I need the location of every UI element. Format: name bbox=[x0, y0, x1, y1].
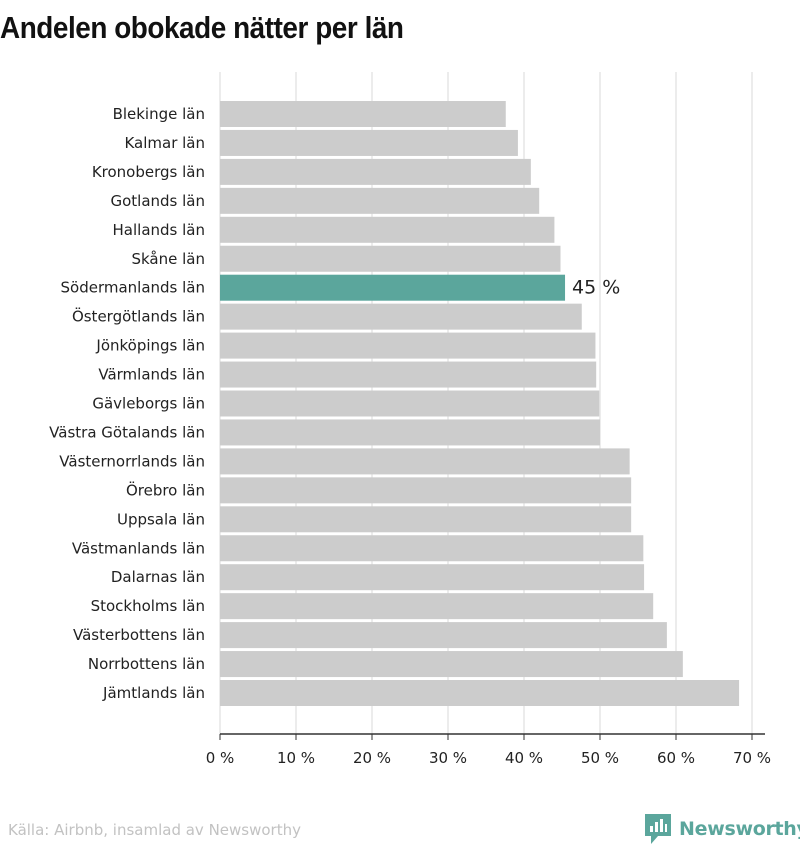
bar bbox=[220, 332, 596, 359]
bar-chart: Blekinge län Kalmar län Kronobergs län Gotl… bbox=[49, 72, 771, 767]
category-label: Jämtlands län bbox=[102, 684, 205, 702]
bar bbox=[220, 390, 600, 417]
x-tick-label: 20 % bbox=[353, 749, 391, 767]
category-label: Uppsala län bbox=[117, 510, 205, 528]
x-tick-label: 10 % bbox=[277, 749, 315, 767]
x-tick-label: 30 % bbox=[429, 749, 467, 767]
category-label: Södermanlands län bbox=[61, 279, 206, 297]
category-label: Västra Götalands län bbox=[49, 423, 205, 441]
bar bbox=[220, 622, 667, 649]
data-labels: 45 % bbox=[572, 277, 620, 299]
category-label: Kronobergs län bbox=[92, 163, 205, 181]
category-label: Skåne län bbox=[131, 250, 205, 268]
bar bbox=[220, 448, 630, 475]
category-label: Blekinge län bbox=[113, 105, 205, 123]
bar bbox=[220, 506, 632, 533]
bar bbox=[220, 158, 531, 185]
category-label: Stockholms län bbox=[91, 597, 205, 615]
category-label: Gävleborgs län bbox=[92, 395, 205, 413]
source-note: Källa: Airbnb, insamlad av Newsworthy bbox=[8, 821, 301, 839]
bar bbox=[220, 216, 555, 243]
brand-name: Newsworthy bbox=[679, 818, 800, 840]
x-tick-label: 70 % bbox=[733, 749, 771, 767]
x-tick-label: 0 % bbox=[206, 749, 235, 767]
data-label: 45 % bbox=[572, 277, 620, 299]
category-label: Jönköpings län bbox=[95, 337, 205, 355]
bar bbox=[220, 419, 600, 446]
bar bbox=[220, 535, 644, 562]
category-label: Gotlands län bbox=[110, 192, 205, 210]
x-axis: 0 % 10 % 20 % 30 % 40 % 50 % 60 % 70 % bbox=[206, 733, 771, 767]
bars bbox=[220, 101, 740, 706]
bar bbox=[220, 101, 506, 127]
category-label: Hallands län bbox=[113, 221, 205, 239]
category-label: Västernorrlands län bbox=[59, 452, 205, 470]
bar bbox=[220, 564, 645, 591]
category-label: Västmanlands län bbox=[72, 539, 205, 557]
bar bbox=[220, 245, 561, 272]
chart-title: Andelen obokade nätter per län bbox=[0, 10, 404, 45]
bar bbox=[220, 477, 632, 504]
category-label: Norrbottens län bbox=[88, 655, 205, 673]
newsworthy-logo-icon bbox=[645, 814, 671, 844]
bar bbox=[220, 651, 683, 678]
category-label: Örebro län bbox=[126, 480, 205, 499]
bar bbox=[220, 187, 540, 214]
bar bbox=[220, 361, 597, 388]
category-label: Värmlands län bbox=[98, 366, 205, 384]
category-label: Västerbottens län bbox=[73, 626, 205, 644]
bar bbox=[220, 274, 566, 301]
bar bbox=[220, 593, 654, 620]
bar bbox=[220, 680, 740, 706]
category-label: Kalmar län bbox=[124, 134, 205, 152]
category-labels: Blekinge län Kalmar län Kronobergs län Gotl… bbox=[49, 105, 205, 702]
x-tick-label: 40 % bbox=[505, 749, 543, 767]
bar bbox=[220, 303, 582, 330]
bar bbox=[220, 129, 518, 156]
x-tick-label: 60 % bbox=[657, 749, 695, 767]
category-label: Östergötlands län bbox=[72, 307, 205, 326]
brand-logo[interactable]: Newsworthy bbox=[645, 814, 800, 844]
x-tick-label: 50 % bbox=[581, 749, 619, 767]
category-label: Dalarnas län bbox=[111, 568, 205, 586]
